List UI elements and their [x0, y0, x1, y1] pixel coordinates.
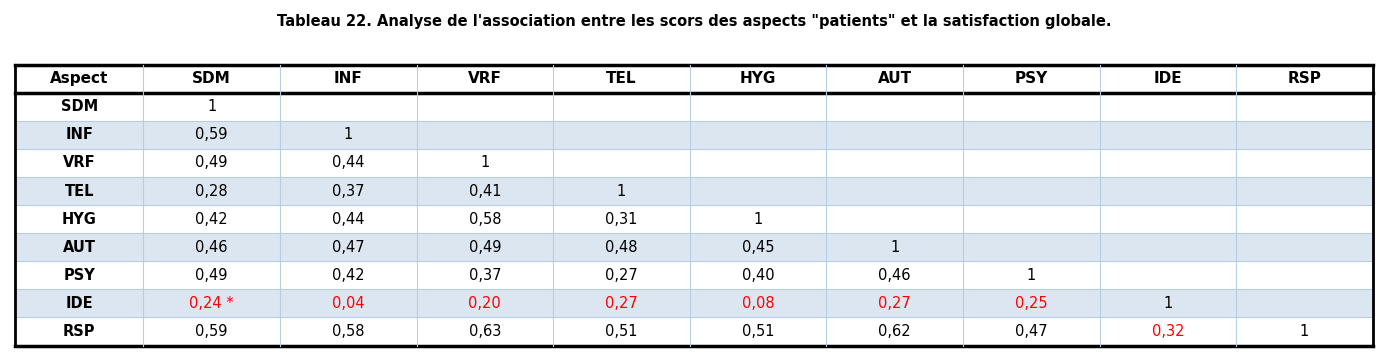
Text: 0,27: 0,27 [605, 268, 638, 283]
Text: 0,25: 0,25 [1015, 296, 1048, 311]
Text: 0,04: 0,04 [332, 296, 365, 311]
Text: INF: INF [65, 127, 93, 142]
Bar [15, 318, 1373, 346]
Text: VRF: VRF [468, 71, 501, 86]
Text: Tableau 22. Analyse de l'association entre les scors des aspects "patients" et l: Tableau 22. Analyse de l'association ent… [276, 15, 1112, 29]
Text: TEL: TEL [607, 71, 637, 86]
Text: Aspect: Aspect [50, 71, 108, 86]
Text: 1: 1 [1299, 324, 1309, 339]
Text: 0,28: 0,28 [196, 183, 228, 199]
Text: 0,31: 0,31 [605, 212, 637, 227]
Text: 0,49: 0,49 [196, 268, 228, 283]
Text: SDM: SDM [61, 99, 99, 114]
Text: 0,51: 0,51 [605, 324, 637, 339]
Text: 0,44: 0,44 [332, 212, 365, 227]
Bar [15, 205, 1373, 233]
Text: 0,42: 0,42 [196, 212, 228, 227]
Text: 0,32: 0,32 [1152, 324, 1184, 339]
Text: INF: INF [335, 71, 362, 86]
Text: 0,63: 0,63 [469, 324, 501, 339]
Text: 1: 1 [1163, 296, 1173, 311]
Text: 0,49: 0,49 [469, 240, 501, 255]
Text: 0,59: 0,59 [196, 324, 228, 339]
Text: SDM: SDM [192, 71, 230, 86]
Text: 1: 1 [344, 127, 353, 142]
Bar [15, 121, 1373, 149]
Text: AUT: AUT [877, 71, 912, 86]
Bar [15, 289, 1373, 318]
Text: 0,62: 0,62 [879, 324, 911, 339]
Text: 0,51: 0,51 [741, 324, 775, 339]
Text: PSY: PSY [64, 268, 96, 283]
Text: 0,47: 0,47 [1015, 324, 1048, 339]
Text: 0,46: 0,46 [196, 240, 228, 255]
Text: RSP: RSP [62, 324, 96, 339]
Text: 0,58: 0,58 [332, 324, 365, 339]
Text: 0,44: 0,44 [332, 155, 365, 171]
Text: 0,20: 0,20 [468, 296, 501, 311]
Text: HYG: HYG [62, 212, 97, 227]
Text: 0,42: 0,42 [332, 268, 365, 283]
Bar [15, 149, 1373, 177]
Text: TEL: TEL [64, 183, 94, 199]
Text: PSY: PSY [1015, 71, 1048, 86]
Text: 1: 1 [1027, 268, 1035, 283]
Text: 0,47: 0,47 [332, 240, 365, 255]
Text: 0,59: 0,59 [196, 127, 228, 142]
Bar [15, 261, 1373, 289]
Text: 0,58: 0,58 [469, 212, 501, 227]
Text: HYG: HYG [740, 71, 776, 86]
Text: IDE: IDE [1153, 71, 1183, 86]
Text: RSP: RSP [1288, 71, 1321, 86]
Text: 1: 1 [890, 240, 899, 255]
Text: 1: 1 [480, 155, 490, 171]
Text: IDE: IDE [65, 296, 93, 311]
Text: 0,46: 0,46 [879, 268, 911, 283]
Text: 0,27: 0,27 [879, 296, 911, 311]
Bar [15, 93, 1373, 121]
Text: 0,40: 0,40 [741, 268, 775, 283]
Text: 0,08: 0,08 [741, 296, 775, 311]
Text: 0,41: 0,41 [469, 183, 501, 199]
Bar [15, 233, 1373, 261]
Text: 0,24 *: 0,24 * [189, 296, 235, 311]
Text: 0,37: 0,37 [332, 183, 365, 199]
Text: VRF: VRF [62, 155, 96, 171]
Text: 0,45: 0,45 [741, 240, 775, 255]
Text: AUT: AUT [62, 240, 96, 255]
Bar [15, 177, 1373, 205]
Text: 0,37: 0,37 [469, 268, 501, 283]
Text: 1: 1 [754, 212, 762, 227]
Text: 0,49: 0,49 [196, 155, 228, 171]
Text: 1: 1 [207, 99, 217, 114]
Text: 1: 1 [616, 183, 626, 199]
Bar [15, 65, 1373, 93]
Text: 0,48: 0,48 [605, 240, 637, 255]
Text: 0,27: 0,27 [605, 296, 638, 311]
